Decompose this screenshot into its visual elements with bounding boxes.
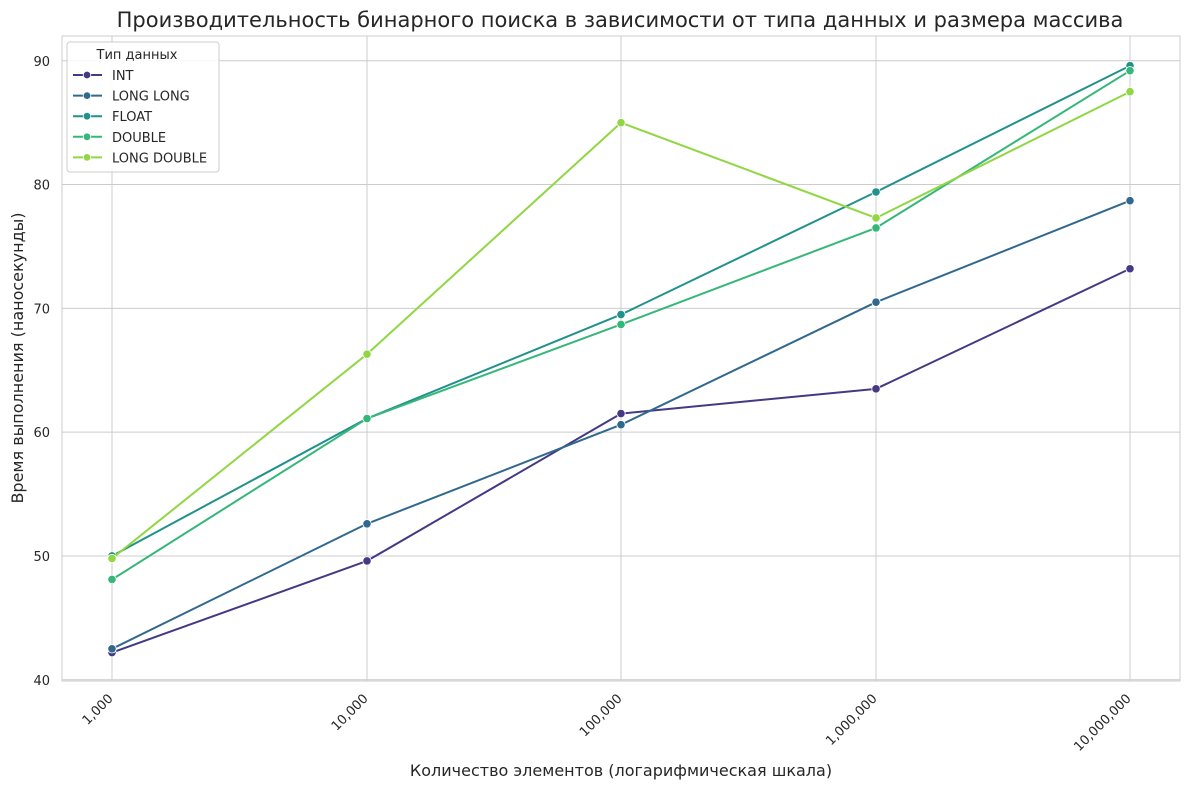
series-group xyxy=(107,61,1135,658)
legend-label: FLOAT xyxy=(112,110,152,125)
data-point xyxy=(616,420,626,430)
legend-swatch-marker xyxy=(82,153,92,162)
x-tick-label: 1,000 xyxy=(80,691,117,728)
data-point xyxy=(616,118,626,128)
x-axis-ticks: 1,000 10,000 100,000 1,000,000 10,000,000 xyxy=(80,691,1135,754)
data-point xyxy=(1125,66,1135,76)
x-axis-label: Количество элементов (логарифмическая шк… xyxy=(410,761,832,780)
legend-title: Тип данных xyxy=(96,48,178,63)
y-axis-label: Время выполнения (наносекунды) xyxy=(8,212,27,503)
data-point xyxy=(871,223,881,233)
data-point xyxy=(616,408,626,419)
data-point xyxy=(107,553,117,564)
data-point xyxy=(107,574,117,585)
legend-swatch-marker xyxy=(82,111,92,121)
data-point xyxy=(616,309,626,320)
y-tick-label: 90 xyxy=(33,55,50,70)
legend-label: DOUBLE xyxy=(112,131,166,146)
y-axis-ticks: 40 50 60 70 80 90 xyxy=(33,55,50,689)
data-point xyxy=(871,213,881,223)
legend-swatch-marker xyxy=(82,70,92,80)
data-point xyxy=(1125,196,1135,206)
data-point xyxy=(871,187,881,197)
data-point xyxy=(871,384,881,394)
x-tick-label: 10,000 xyxy=(329,691,372,734)
x-tick-label: 100,000 xyxy=(577,691,626,740)
chart-title: Производительность бинарного поиска в за… xyxy=(117,8,1124,32)
data-point xyxy=(362,349,372,359)
y-tick-label: 60 xyxy=(33,426,50,441)
legend-label: INT xyxy=(112,69,134,84)
data-point xyxy=(616,319,626,330)
data-point xyxy=(362,556,372,566)
data-point xyxy=(1125,87,1135,97)
data-point xyxy=(362,413,372,424)
grid-lines xyxy=(62,36,1180,681)
legend-swatch-marker xyxy=(82,91,92,100)
legend-label: LONG DOUBLE xyxy=(112,151,207,166)
data-point xyxy=(362,519,372,529)
legend-swatch-marker xyxy=(82,132,92,141)
y-tick-label: 50 xyxy=(33,550,50,565)
y-tick-label: 80 xyxy=(33,179,50,194)
data-point xyxy=(1125,264,1135,274)
legend-frame xyxy=(66,41,220,173)
y-tick-label: 70 xyxy=(33,302,50,317)
x-tick-label: 10,000,000 xyxy=(1071,691,1134,754)
legend-label: LONG LONG xyxy=(112,90,190,105)
data-point xyxy=(871,297,881,307)
legend[interactable]: Тип данных INT LONG LONG FLOAT DOUBLE LONG DO… xyxy=(66,41,220,173)
y-tick-label: 40 xyxy=(33,674,50,689)
data-point xyxy=(107,644,117,654)
x-tick-label: 1,000,000 xyxy=(823,691,880,748)
